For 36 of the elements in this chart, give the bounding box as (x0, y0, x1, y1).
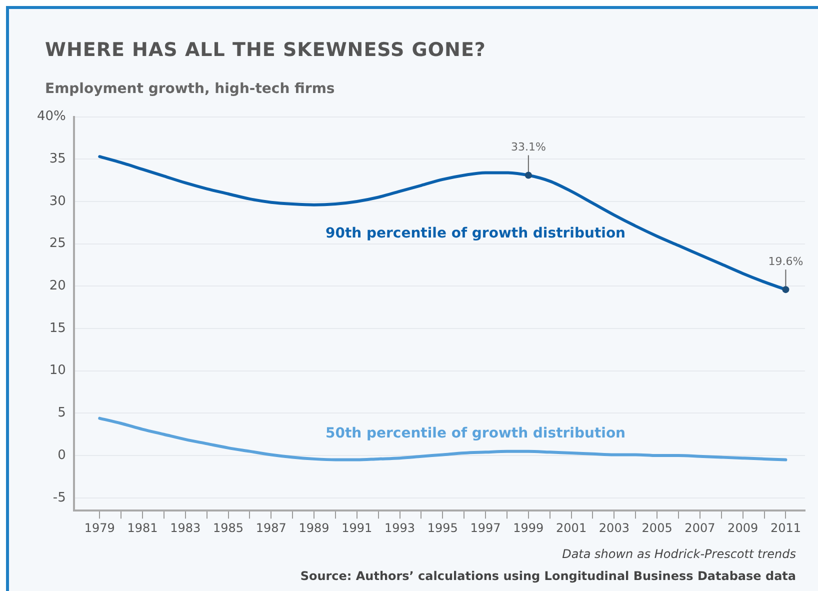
y-tick-label: 25 (49, 236, 66, 252)
line-series (98, 416, 788, 462)
y-tick-label: 0 (58, 448, 66, 463)
x-tick-label: 1997 (470, 520, 501, 535)
annotation: 19.6% (768, 254, 804, 268)
y-tick-label: 10 (49, 363, 66, 378)
x-tick-label: 2005 (642, 520, 672, 535)
y-tick-label: 40% (36, 109, 66, 124)
y-tick-label: 35 (49, 152, 66, 167)
x-tick-label: 2003 (598, 520, 630, 535)
x-tick-label: 1993 (384, 520, 416, 535)
y-tick-label: 20 (49, 278, 66, 294)
chart-subtitle: Employment growth, high-tech firms (45, 81, 335, 97)
y-tick-label: 5 (58, 406, 66, 421)
text: Data shown as Hodrick-Prescott trends (562, 547, 796, 561)
annotation: 33.1% (510, 140, 546, 154)
x-tick-label: 1981 (127, 520, 158, 535)
x-tick-label: 1989 (298, 520, 330, 535)
x-tick-label: 2007 (684, 520, 716, 535)
x-tick-label: 1995 (427, 520, 458, 535)
x-tick-label: 1991 (342, 520, 372, 535)
chart-title: WHERE HAS ALL THE SKEWNESS GONE? (45, 39, 486, 61)
source-note: Source: Authors’ calculations using Longitudinal Business Database data (300, 569, 796, 583)
x-tick-label: 1985 (212, 520, 244, 535)
y-tick-label: 15 (49, 320, 66, 336)
series-label: 90th percentile of growth distribution (325, 226, 626, 242)
x-tick-label: 1999 (513, 520, 544, 535)
x-tick-label: 2011 (770, 520, 801, 535)
y-tick-label: -5 (52, 490, 66, 506)
y-tick-label: 30 (49, 194, 66, 209)
x-tick-label: 2001 (556, 520, 587, 535)
x-tick-label: 1979 (84, 520, 115, 535)
x-tick-label: 1987 (256, 520, 286, 535)
x-tick-label: 2009 (728, 520, 758, 535)
series-label: 50th percentile of growth distribution (325, 425, 626, 442)
x-tick-label: 1983 (170, 520, 201, 535)
